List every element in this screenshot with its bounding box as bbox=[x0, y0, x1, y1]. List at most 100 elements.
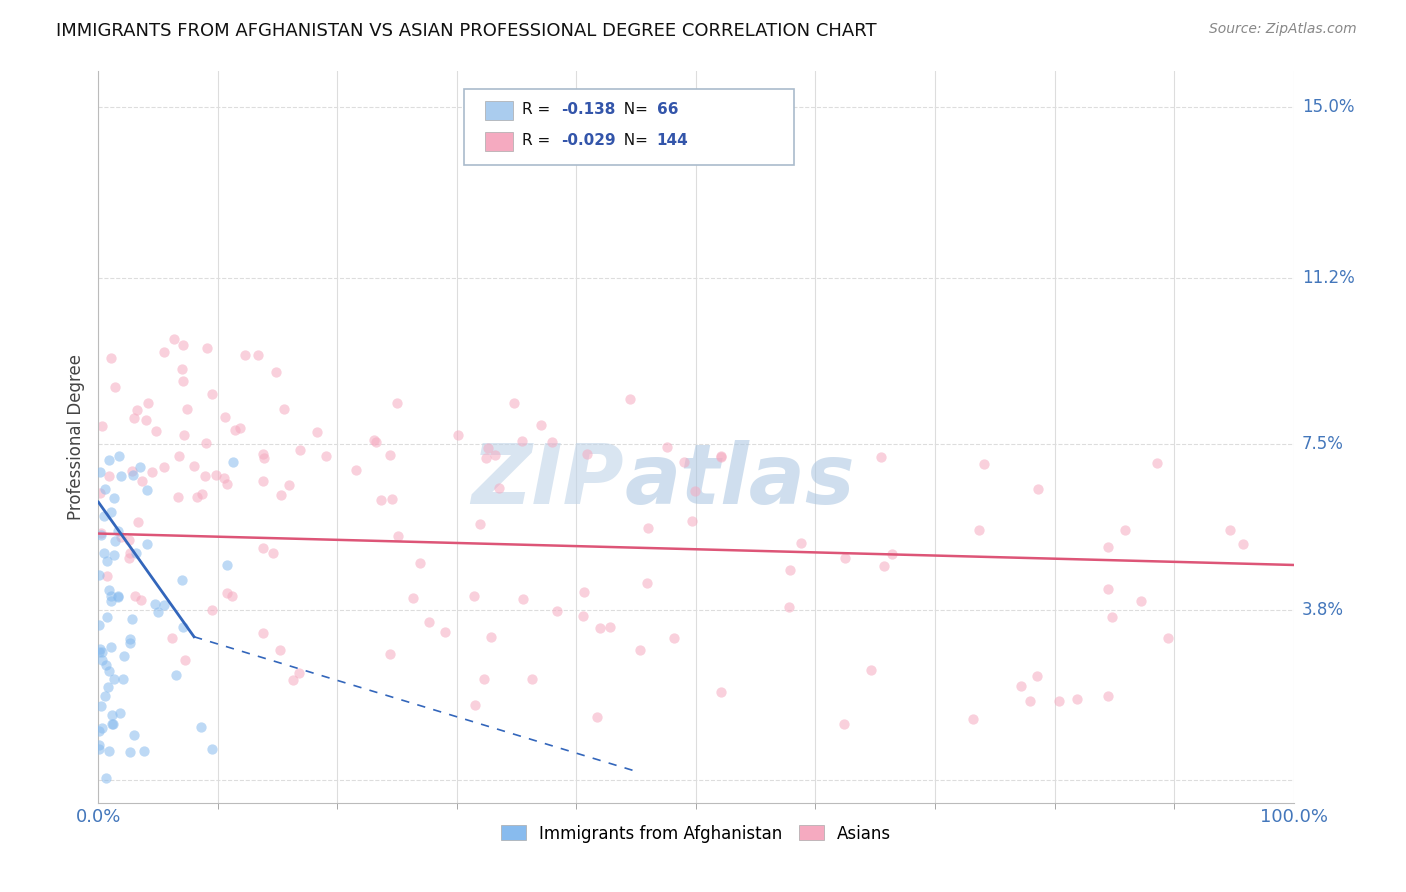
Point bbox=[221, 589, 243, 603]
Point bbox=[619, 392, 641, 407]
Point bbox=[170, 361, 193, 376]
Point bbox=[90, 527, 112, 541]
Point bbox=[344, 463, 367, 477]
Point bbox=[264, 365, 287, 379]
Point bbox=[229, 421, 252, 435]
Point bbox=[89, 465, 111, 479]
Text: 3.8%: 3.8% bbox=[1302, 601, 1344, 619]
Point bbox=[468, 516, 491, 531]
Point bbox=[145, 424, 167, 438]
Point bbox=[117, 551, 139, 566]
Point bbox=[186, 491, 208, 505]
Point bbox=[270, 488, 292, 502]
Text: N=: N= bbox=[614, 134, 654, 148]
Point bbox=[96, 771, 118, 785]
Point bbox=[131, 474, 153, 488]
Point bbox=[94, 690, 117, 704]
Text: 144: 144 bbox=[657, 134, 689, 148]
Point bbox=[108, 450, 131, 464]
Point bbox=[1026, 482, 1049, 496]
Legend: Immigrants from Afghanistan, Asians: Immigrants from Afghanistan, Asians bbox=[494, 818, 898, 849]
Point bbox=[89, 617, 111, 632]
Point bbox=[1047, 694, 1070, 708]
Point bbox=[214, 409, 236, 424]
Point bbox=[710, 449, 733, 463]
Point bbox=[477, 442, 499, 456]
Text: 66: 66 bbox=[657, 103, 678, 117]
Point bbox=[104, 534, 127, 549]
Point bbox=[110, 468, 132, 483]
Point bbox=[205, 467, 228, 482]
Point bbox=[512, 591, 534, 606]
Point bbox=[100, 717, 122, 731]
Point bbox=[1018, 694, 1040, 708]
Point bbox=[120, 546, 142, 560]
Point bbox=[872, 559, 894, 574]
Point bbox=[129, 592, 152, 607]
Point bbox=[252, 541, 274, 555]
Text: -0.138: -0.138 bbox=[561, 103, 616, 117]
Point bbox=[122, 728, 145, 742]
Point bbox=[1097, 690, 1119, 704]
Point bbox=[409, 556, 432, 570]
Point bbox=[94, 658, 117, 673]
Point bbox=[479, 630, 502, 644]
Point bbox=[484, 449, 506, 463]
Point bbox=[94, 482, 117, 496]
Point bbox=[973, 457, 995, 471]
Point bbox=[118, 745, 141, 759]
Point bbox=[110, 530, 132, 544]
Point bbox=[859, 663, 882, 677]
Point bbox=[87, 738, 110, 752]
Point bbox=[541, 435, 564, 450]
Point bbox=[599, 620, 621, 634]
Point bbox=[93, 509, 115, 524]
Point bbox=[1232, 537, 1254, 551]
Point bbox=[165, 668, 187, 682]
Point bbox=[1097, 582, 1119, 597]
Point bbox=[160, 631, 183, 645]
Point bbox=[89, 642, 111, 657]
Point bbox=[172, 573, 194, 587]
Point bbox=[378, 647, 401, 661]
Point bbox=[107, 590, 129, 604]
Point bbox=[269, 643, 291, 657]
Point bbox=[153, 599, 176, 613]
Point bbox=[103, 491, 125, 506]
Point bbox=[91, 652, 114, 666]
Point bbox=[128, 459, 150, 474]
Point bbox=[363, 433, 385, 447]
Point bbox=[546, 604, 568, 618]
Point bbox=[100, 708, 122, 723]
Point bbox=[273, 402, 295, 417]
Point bbox=[401, 591, 423, 605]
Point bbox=[107, 589, 129, 603]
Point bbox=[252, 447, 274, 461]
Point bbox=[681, 515, 703, 529]
Point bbox=[530, 417, 553, 432]
Point bbox=[121, 464, 143, 478]
Point bbox=[387, 529, 409, 543]
Point bbox=[89, 568, 111, 582]
Point bbox=[153, 460, 176, 475]
Point bbox=[143, 597, 166, 611]
Point bbox=[90, 721, 112, 735]
Point bbox=[89, 486, 111, 500]
Point bbox=[90, 698, 112, 713]
Point bbox=[463, 590, 485, 604]
Point bbox=[120, 632, 142, 646]
Point bbox=[572, 609, 595, 624]
Point bbox=[488, 481, 510, 495]
Point bbox=[212, 470, 235, 484]
Point bbox=[194, 469, 217, 483]
Point bbox=[880, 547, 903, 561]
Point bbox=[673, 454, 696, 468]
Point bbox=[637, 521, 659, 535]
Text: 11.2%: 11.2% bbox=[1302, 268, 1354, 287]
Text: N=: N= bbox=[614, 103, 654, 117]
Point bbox=[586, 709, 609, 723]
Point bbox=[141, 465, 163, 479]
Text: atlas: atlas bbox=[624, 441, 855, 522]
Point bbox=[91, 419, 114, 434]
Point bbox=[96, 569, 118, 583]
